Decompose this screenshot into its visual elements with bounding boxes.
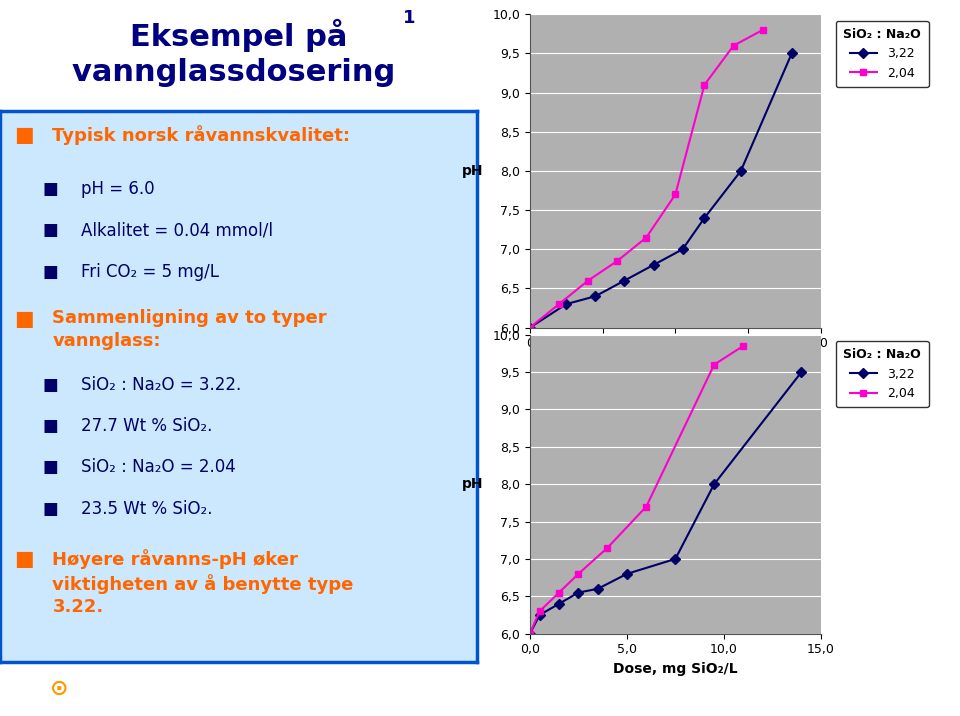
2,04 xyxy=(670,190,682,199)
Line: 2,04: 2,04 xyxy=(526,342,747,637)
Text: ■: ■ xyxy=(43,376,59,394)
Text: Sammenligning av to typer
vannglass:: Sammenligning av to typer vannglass: xyxy=(53,309,327,349)
2,04 xyxy=(756,26,768,34)
Text: Alkalitet = 0.04 mmol/l: Alkalitet = 0.04 mmol/l xyxy=(81,221,273,239)
2,04 xyxy=(553,300,564,309)
Y-axis label: pH: pH xyxy=(462,477,484,491)
2,04 xyxy=(524,324,536,332)
2,04 xyxy=(602,543,613,552)
Text: ⊙: ⊙ xyxy=(50,679,69,699)
3,22 xyxy=(561,300,572,309)
Text: SINTEF: SINTEF xyxy=(106,682,166,697)
Text: ■: ■ xyxy=(43,417,59,435)
3,22 xyxy=(524,324,536,332)
Text: SINTEF Byggforsk: SINTEF Byggforsk xyxy=(404,682,556,697)
3,22 xyxy=(677,245,688,253)
X-axis label: Dose, mg SiO₂/L: Dose, mg SiO₂/L xyxy=(613,662,737,676)
3,22 xyxy=(621,570,633,579)
Text: ■: ■ xyxy=(14,309,34,329)
3,22 xyxy=(534,611,545,619)
Text: 27.7 Wt % SiO₂.: 27.7 Wt % SiO₂. xyxy=(81,417,212,435)
2,04 xyxy=(640,233,652,242)
Text: Eksempel på
vannglassdosering: Eksempel på vannglassdosering xyxy=(72,19,405,87)
Text: ■: ■ xyxy=(43,221,59,239)
3,22 xyxy=(618,276,630,285)
2,04 xyxy=(640,503,652,511)
Text: Fri CO₂ = 5 mg/L: Fri CO₂ = 5 mg/L xyxy=(81,263,219,281)
Line: 3,22: 3,22 xyxy=(526,369,804,637)
3,22 xyxy=(592,584,604,593)
Text: ■: ■ xyxy=(43,263,59,281)
2,04 xyxy=(612,257,623,266)
Y-axis label: pH: pH xyxy=(462,164,484,178)
2,04 xyxy=(708,360,720,369)
3,22 xyxy=(708,480,720,488)
3,22 xyxy=(796,368,807,377)
Line: 2,04: 2,04 xyxy=(526,26,766,331)
Text: ■: ■ xyxy=(14,549,34,569)
X-axis label: Dose, ml/m³: Dose, ml/m³ xyxy=(629,356,722,370)
Text: ■: ■ xyxy=(14,125,34,145)
2,04 xyxy=(524,629,536,638)
3,22 xyxy=(524,629,536,638)
3,22 xyxy=(648,261,660,269)
2,04 xyxy=(553,589,564,597)
Legend: 3,22, 2,04: 3,22, 2,04 xyxy=(836,341,928,407)
Text: SiO₂ : Na₂O = 2.04: SiO₂ : Na₂O = 2.04 xyxy=(81,458,236,476)
3,22 xyxy=(553,599,564,608)
Text: ■: ■ xyxy=(43,500,59,518)
Text: 19: 19 xyxy=(910,680,931,698)
2,04 xyxy=(534,607,545,616)
3,22 xyxy=(735,167,747,175)
Text: SiO₂ : Na₂O = 3.22.: SiO₂ : Na₂O = 3.22. xyxy=(81,376,241,394)
3,22 xyxy=(786,49,798,58)
Text: Typisk norsk råvannskvalitet:: Typisk norsk råvannskvalitet: xyxy=(53,125,350,145)
2,04 xyxy=(572,570,584,579)
Text: Høyere råvanns-pH øker
viktigheten av å benytte type
3.22.: Høyere råvanns-pH øker viktigheten av å … xyxy=(53,549,354,616)
3,22 xyxy=(572,589,584,597)
Text: ■: ■ xyxy=(43,180,59,198)
3,22 xyxy=(589,292,601,301)
Line: 3,22: 3,22 xyxy=(526,50,795,331)
3,22 xyxy=(699,213,710,222)
Text: ■: ■ xyxy=(43,458,59,476)
Text: 1: 1 xyxy=(403,9,416,26)
Text: 23.5 Wt % SiO₂.: 23.5 Wt % SiO₂. xyxy=(81,500,212,518)
2,04 xyxy=(583,276,594,285)
3,22 xyxy=(670,555,682,563)
Legend: 3,22, 2,04: 3,22, 2,04 xyxy=(836,21,928,87)
2,04 xyxy=(728,42,739,50)
2,04 xyxy=(699,80,710,89)
Text: pH = 6.0: pH = 6.0 xyxy=(81,180,155,198)
2,04 xyxy=(737,342,749,350)
